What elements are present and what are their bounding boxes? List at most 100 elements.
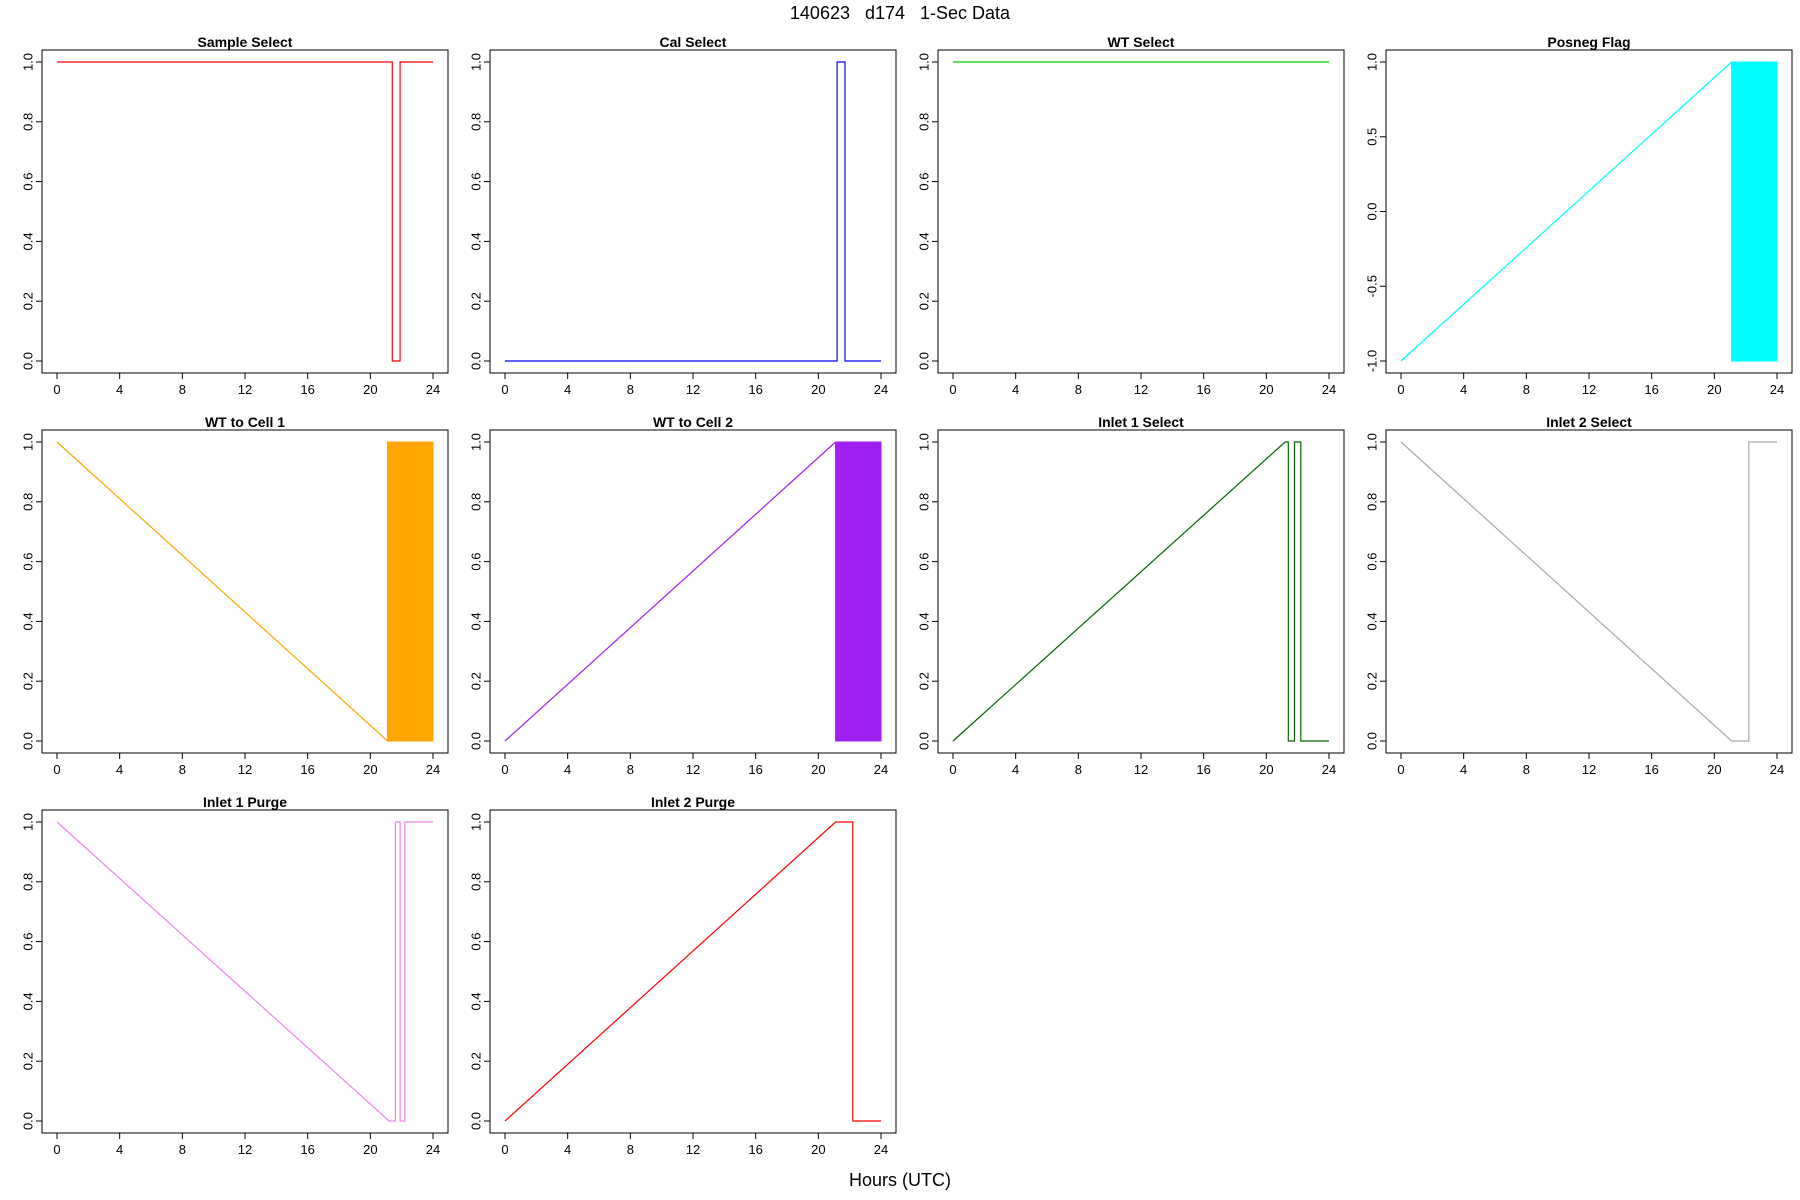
x-tick-label: 12 [238,762,252,777]
y-tick-label: 0.4 [468,992,483,1010]
x-tick-label: 8 [1075,762,1082,777]
x-tick-label: 12 [238,1142,252,1157]
y-tick-label: 0.8 [468,873,483,891]
y-tick-label: 0.4 [1364,612,1379,630]
y-tick-label: 0.0 [916,352,931,370]
y-tick-label: 0.0 [468,1112,483,1130]
x-tick-label: 0 [949,762,956,777]
panel-title: Inlet 2 Select [1546,414,1632,430]
y-tick-label: 0.2 [916,292,931,310]
panel-title: WT to Cell 2 [653,414,733,430]
x-tick-label: 16 [300,762,314,777]
plot-frame [41,49,449,374]
x-tick-label: 0 [1397,762,1404,777]
y-tick-label: 1.0 [916,433,931,451]
y-tick-label: 0.6 [916,173,931,191]
x-tick-label: 12 [1582,762,1596,777]
x-tick-label: 24 [426,382,440,397]
y-tick-label: 0.6 [1364,553,1379,571]
series-line [952,441,1329,742]
oscillation-band [835,441,882,742]
x-tick-label: 12 [1134,762,1148,777]
y-tick-label: 0.4 [20,992,35,1010]
y-tick-label: 0.8 [20,873,35,891]
x-tick-label: 16 [748,762,762,777]
y-tick-label: 0.2 [20,292,35,310]
y-tick-label: 0.2 [468,672,483,690]
y-tick-label: -1.0 [1364,350,1379,372]
y-tick-label: 0.2 [916,672,931,690]
x-tick-label: 0 [53,382,60,397]
x-tick-label: 16 [1644,762,1658,777]
x-tick-label: 0 [53,762,60,777]
oscillation-band [387,441,434,742]
series-line [56,441,389,742]
y-tick-label: 1.0 [468,813,483,831]
y-tick-label: 0.0 [1364,202,1379,220]
x-tick-label: 24 [874,382,888,397]
y-tick-label: 0.8 [468,113,483,131]
x-tick-label: 16 [748,1142,762,1157]
y-tick-label: 0.0 [468,732,483,750]
x-tick-label: 8 [627,762,634,777]
y-tick-label: 0.8 [916,493,931,511]
chart-panel: Inlet 2 Select 0 4 8 12 16 20 24 0.0 0.2 0.4 0.6 0.8… [1364,414,1793,777]
x-tick-label: 4 [564,762,571,777]
x-tick-label: 12 [686,762,700,777]
x-tick-label: 0 [501,1142,508,1157]
y-tick-label: 0.2 [20,1052,35,1070]
y-tick-label: 0.2 [1364,672,1379,690]
panel-title: Inlet 1 Select [1098,414,1184,430]
plot-frame [937,429,1345,754]
x-tick-label: 8 [627,1142,634,1157]
plot-frame [489,49,897,374]
panel-title: Inlet 2 Purge [651,794,735,810]
y-tick-label: 0.6 [468,553,483,571]
x-tick-label: 20 [363,1142,377,1157]
y-tick-label: 0.0 [20,732,35,750]
y-tick-label: 0.4 [20,612,35,630]
chart-panel: Inlet 2 Purge 0 4 8 12 16 20 24 0.0 0.2 0.4 0.6 0.8 1… [468,794,897,1157]
y-tick-label: 0.8 [20,113,35,131]
series-line [504,821,881,1122]
x-tick-label: 24 [1770,762,1784,777]
x-tick-label: 8 [179,382,186,397]
figure-title: 140623 d174 1-Sec Data [789,3,1011,23]
x-tick-label: 8 [1523,762,1530,777]
x-tick-label: 16 [300,382,314,397]
y-tick-label: 0.0 [1364,732,1379,750]
y-tick-label: 0.6 [20,933,35,951]
y-tick-label: 1.0 [1364,433,1379,451]
x-tick-label: 24 [426,762,440,777]
y-tick-label: 0.6 [468,173,483,191]
y-tick-label: 0.2 [20,672,35,690]
x-tick-label: 8 [179,1142,186,1157]
x-tick-label: 16 [1644,382,1658,397]
y-tick-label: 1.0 [1364,53,1379,71]
y-tick-label: 1.0 [468,433,483,451]
series-line [505,61,881,362]
panel-title: Sample Select [198,34,293,50]
x-tick-label: 4 [564,382,571,397]
y-tick-label: 0.8 [468,493,483,511]
x-tick-label: 0 [53,1142,60,1157]
panel-title: Posneg Flag [1547,34,1630,50]
x-tick-label: 4 [116,762,123,777]
y-tick-label: 0.6 [468,933,483,951]
y-tick-label: 1.0 [20,433,35,451]
plot-frame [1385,429,1793,754]
x-tick-label: 20 [1259,382,1273,397]
y-tick-label: 0.8 [1364,493,1379,511]
x-tick-label: 8 [1523,382,1530,397]
y-tick-label: 0.0 [20,352,35,370]
series-line [56,821,433,1122]
x-tick-label: 20 [363,382,377,397]
x-tick-label: 12 [1582,382,1596,397]
series-line [504,441,837,742]
y-tick-label: 0.4 [468,232,483,250]
chart-panel: Inlet 1 Purge 0 4 8 12 16 20 24 0.0 0.2 0.4 0.6 0.8 1… [20,794,449,1157]
y-tick-label: 0.4 [916,612,931,630]
oscillation-band [1731,61,1778,362]
x-tick-label: 8 [179,762,186,777]
x-tick-label: 16 [1196,382,1210,397]
